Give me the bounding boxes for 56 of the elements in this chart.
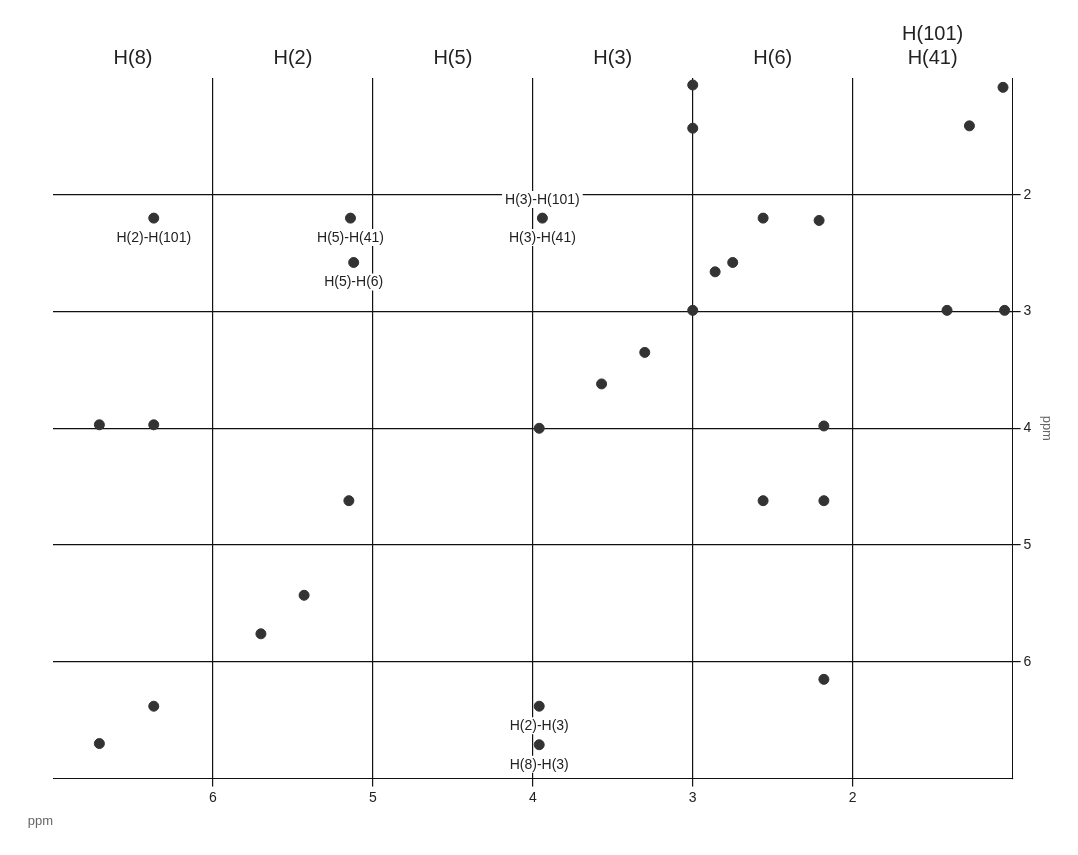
text: H(101) H(41)	[902, 22, 964, 68]
annotation: H(3)-H(41)	[508, 229, 576, 246]
point	[148, 212, 160, 224]
point	[533, 739, 545, 751]
point	[148, 700, 160, 712]
point	[999, 304, 1011, 316]
point	[813, 214, 825, 226]
point	[93, 419, 105, 431]
text: H(2)	[273, 46, 313, 68]
text: H(3)	[593, 46, 633, 68]
y-tick-label: 4	[1023, 419, 1032, 436]
point	[298, 589, 310, 601]
x-tick-label: 6	[209, 788, 218, 805]
x-tick-label: 4	[528, 788, 537, 805]
point	[255, 628, 267, 640]
text: H(5)	[433, 46, 473, 68]
x-tick-label: 3	[688, 788, 697, 805]
y-axis-title: ppm	[1039, 415, 1055, 441]
point	[757, 212, 769, 224]
point	[148, 419, 160, 431]
point	[727, 256, 739, 268]
point	[818, 673, 830, 685]
annotation: H(5)-H(6)	[324, 273, 384, 290]
point	[997, 81, 1009, 93]
point	[533, 422, 545, 434]
point	[963, 120, 975, 132]
point	[343, 495, 355, 507]
y-tick-label: 3	[1023, 302, 1032, 319]
point	[941, 304, 953, 316]
point	[596, 378, 608, 390]
x-tick-label: 2	[848, 788, 857, 805]
annotation: H(5)-H(41)	[317, 229, 384, 246]
point	[639, 346, 651, 358]
x-axis-title: ppm	[27, 812, 53, 828]
annotation: H(2)-H(101)	[116, 229, 192, 246]
point	[687, 304, 699, 316]
x-tick-label: 5	[368, 788, 377, 805]
point	[348, 256, 360, 268]
point	[536, 212, 548, 224]
point	[93, 738, 105, 750]
annotation: H(2)-H(3)	[509, 717, 569, 734]
point	[818, 420, 830, 432]
annotation: H(8)-H(3)	[509, 755, 569, 772]
point	[533, 700, 545, 712]
point	[709, 266, 721, 278]
point	[687, 79, 699, 91]
text: H(8)	[113, 46, 153, 68]
y-tick-label: 6	[1023, 652, 1032, 669]
annotation: H(3)-H(101)	[505, 191, 580, 208]
text: H(6)	[753, 46, 793, 68]
y-tick-label: 5	[1023, 535, 1032, 552]
point	[687, 122, 699, 134]
point	[818, 495, 830, 507]
y-tick-label: 2	[1023, 185, 1032, 202]
point	[344, 212, 356, 224]
point	[757, 495, 769, 507]
